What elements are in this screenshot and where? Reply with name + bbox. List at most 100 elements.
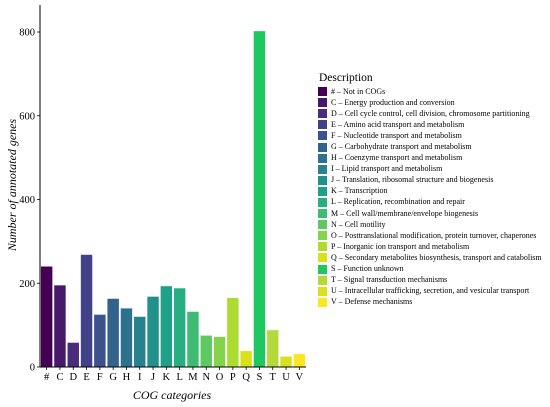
legend-entry: K – Transcription [318,186,548,197]
legend-entries: # – Not in COGs C – Energy production and… [318,86,548,308]
legend-label: U – Intracellular trafficking, secretion… [331,286,530,296]
x-tick-label: Q [242,372,250,383]
legend-swatch [318,220,327,230]
bar-C [54,285,66,367]
y-tick-label: 200 [19,279,35,290]
legend-swatch [318,131,327,141]
bar-K [160,286,173,367]
y-tick-label: 400 [19,195,35,206]
legend-label: C – Energy production and conversion [331,97,455,107]
legend: Description # – Not in COGs C – Energy pr… [318,72,548,308]
x-tick-label: G [109,372,117,383]
bar-G [107,298,119,367]
bar-O [213,336,226,367]
legend-entry: E – Amino acid transport and metabolism [318,119,548,130]
legend-label: J – Translation, ribosomal structure and… [331,175,494,185]
legend-swatch [318,297,327,307]
legend-entry: U – Intracellular trafficking, secretion… [318,286,548,297]
bar-L [173,288,186,367]
x-tick-label: S [257,372,263,383]
y-tick-label: 0 [30,363,35,374]
legend-label: T – Signal transduction mechanisms [331,275,448,285]
x-tick-label: # [44,372,50,383]
bars-group [40,31,306,368]
legend-entry: I – Lipid transport and metabolism [318,164,548,175]
bar-T [267,330,279,367]
legend-entry: O – Posttranslational modification, prot… [318,230,548,241]
legend-label: S – Function unknown [331,264,404,274]
legend-label: D – Cell cycle control, cell division, c… [331,108,530,118]
legend-entry: M – Cell wall/membrane/envelope biogenes… [318,208,548,219]
legend-entry: L – Replication, recombination and repai… [318,197,548,208]
legend-entry: # – Not in COGs [318,86,548,97]
legend-label: N – Cell motility [331,219,386,229]
legend-label: # – Not in COGs [331,86,386,96]
x-tick-label: U [282,372,290,383]
legend-swatch [318,197,327,207]
x-axis: # C D E F G H I J K L M N O P Q S T U V [40,366,306,383]
x-tick-label: O [216,372,224,383]
bar-S [253,31,266,367]
legend-entry: Q – Secondary metabolites biosynthesis, … [318,252,548,263]
legend-swatch [318,87,327,97]
bar-F [94,314,106,367]
bar-I [134,316,146,367]
legend-entry: D – Cell cycle control, cell division, c… [318,108,548,119]
legend-entry: S – Function unknown [318,264,548,275]
legend-label: F – Nucleotide transport and metabolism [331,130,462,140]
legend-swatch [318,142,327,152]
legend-swatch [318,264,327,274]
x-tick-label: D [69,372,77,383]
x-tick-label: H [123,372,131,383]
bar-U [280,356,292,367]
bar-H [120,308,133,368]
x-tick-label: C [56,372,63,383]
bar-Q [240,351,252,367]
legend-swatch [318,242,327,252]
x-tick-label: J [151,372,155,383]
legend-swatch [318,120,327,130]
bar-M [187,311,199,367]
legend-swatch [318,231,327,241]
legend-swatch [318,98,327,108]
x-tick-label: I [138,372,142,383]
legend-swatch [318,164,327,174]
x-tick-label: F [97,372,103,383]
y-tick-label: 600 [19,111,35,122]
x-tick-label: T [270,372,277,383]
legend-swatch [318,153,327,163]
x-tick-label: V [296,372,304,383]
legend-entry: J – Translation, ribosomal structure and… [318,175,548,186]
bar-E [80,254,93,367]
y-axis: 0 200 400 600 800 [19,5,41,374]
legend-entry: C – Energy production and conversion [318,97,548,108]
legend-entry: N – Cell motility [318,219,548,230]
legend-label: G – Carbohydrate transport and metabolis… [331,142,472,152]
legend-entry: H – Coenzyme transport and metabolism [318,153,548,164]
bar-V [293,354,306,367]
legend-label: V – Defense mechanisms [331,297,413,307]
legend-entry: V – Defense mechanisms [318,297,548,308]
x-tick-label: L [176,372,182,383]
legend-swatch [318,253,327,263]
x-tick-label: E [83,372,89,383]
bar-D [67,342,79,367]
legend-entry: G – Carbohydrate transport and metabolis… [318,141,548,152]
x-tick-label: P [230,372,236,383]
x-axis-label: COG categories [133,388,212,402]
legend-label: O – Posttranslational modification, prot… [331,230,537,240]
legend-label: Q – Secondary metabolites biosynthesis, … [331,252,542,262]
legend-title: Description [319,72,373,84]
y-axis-label: Number of annotated genes [5,119,19,253]
bar-J [147,296,159,367]
legend-swatch [318,286,327,296]
legend-label: P – Inorganic ion transport and metaboli… [331,241,470,251]
legend-label: E – Amino acid transport and metabolism [331,119,465,129]
legend-label: I – Lipid transport and metabolism [331,164,443,174]
legend-swatch [318,109,327,119]
legend-label: L – Replication, recombination and repai… [331,197,465,207]
bar-P [227,297,239,367]
legend-label: H – Coenzyme transport and metabolism [331,153,463,163]
x-tick-label: M [188,372,198,383]
